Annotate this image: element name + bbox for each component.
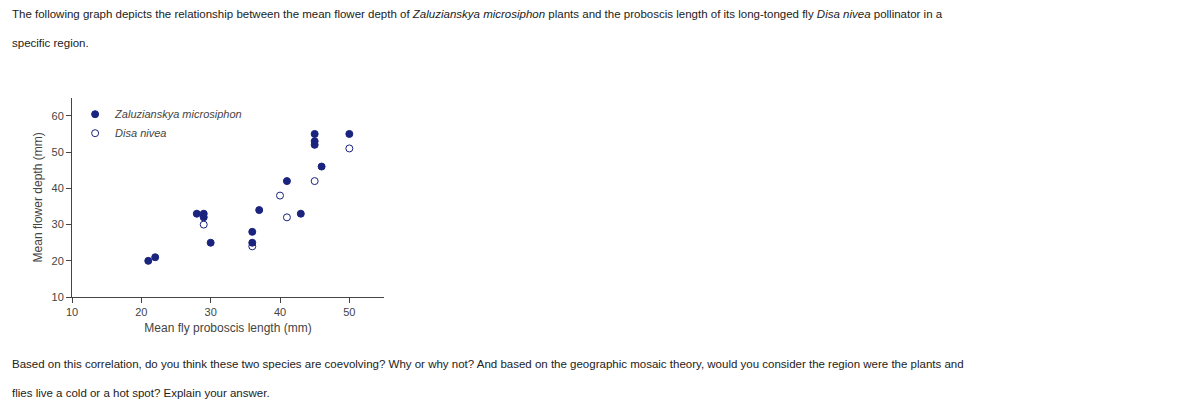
svg-text:Zaluzianskya microsiphon: Zaluzianskya microsiphon: [114, 108, 242, 120]
svg-text:Mean flower depth (mm): Mean flower depth (mm): [31, 132, 45, 262]
svg-text:Disa nivea: Disa nivea: [115, 127, 166, 139]
svg-text:60: 60: [52, 110, 64, 122]
svg-text:10: 10: [66, 306, 78, 318]
svg-text:30: 30: [205, 306, 217, 318]
svg-text:Based on this correlation, do: Based on this correlation, do you think …: [12, 358, 964, 370]
svg-text:Mean fly proboscis length (mm): Mean fly proboscis length (mm): [144, 321, 311, 335]
svg-text:The following graph depicts th: The following graph depicts the relation…: [12, 8, 943, 20]
svg-text:40: 40: [274, 306, 286, 318]
svg-text:20: 20: [52, 255, 64, 267]
svg-text:20: 20: [135, 306, 147, 318]
svg-text:specific region.: specific region.: [12, 37, 89, 49]
svg-text:50: 50: [343, 306, 355, 318]
svg-text:flies live a cold or a hot spo: flies live a cold or a hot spot? Explain…: [12, 387, 270, 399]
svg-text:30: 30: [52, 218, 64, 230]
svg-text:50: 50: [52, 146, 64, 158]
svg-text:40: 40: [52, 182, 64, 194]
svg-text:10: 10: [52, 291, 64, 303]
